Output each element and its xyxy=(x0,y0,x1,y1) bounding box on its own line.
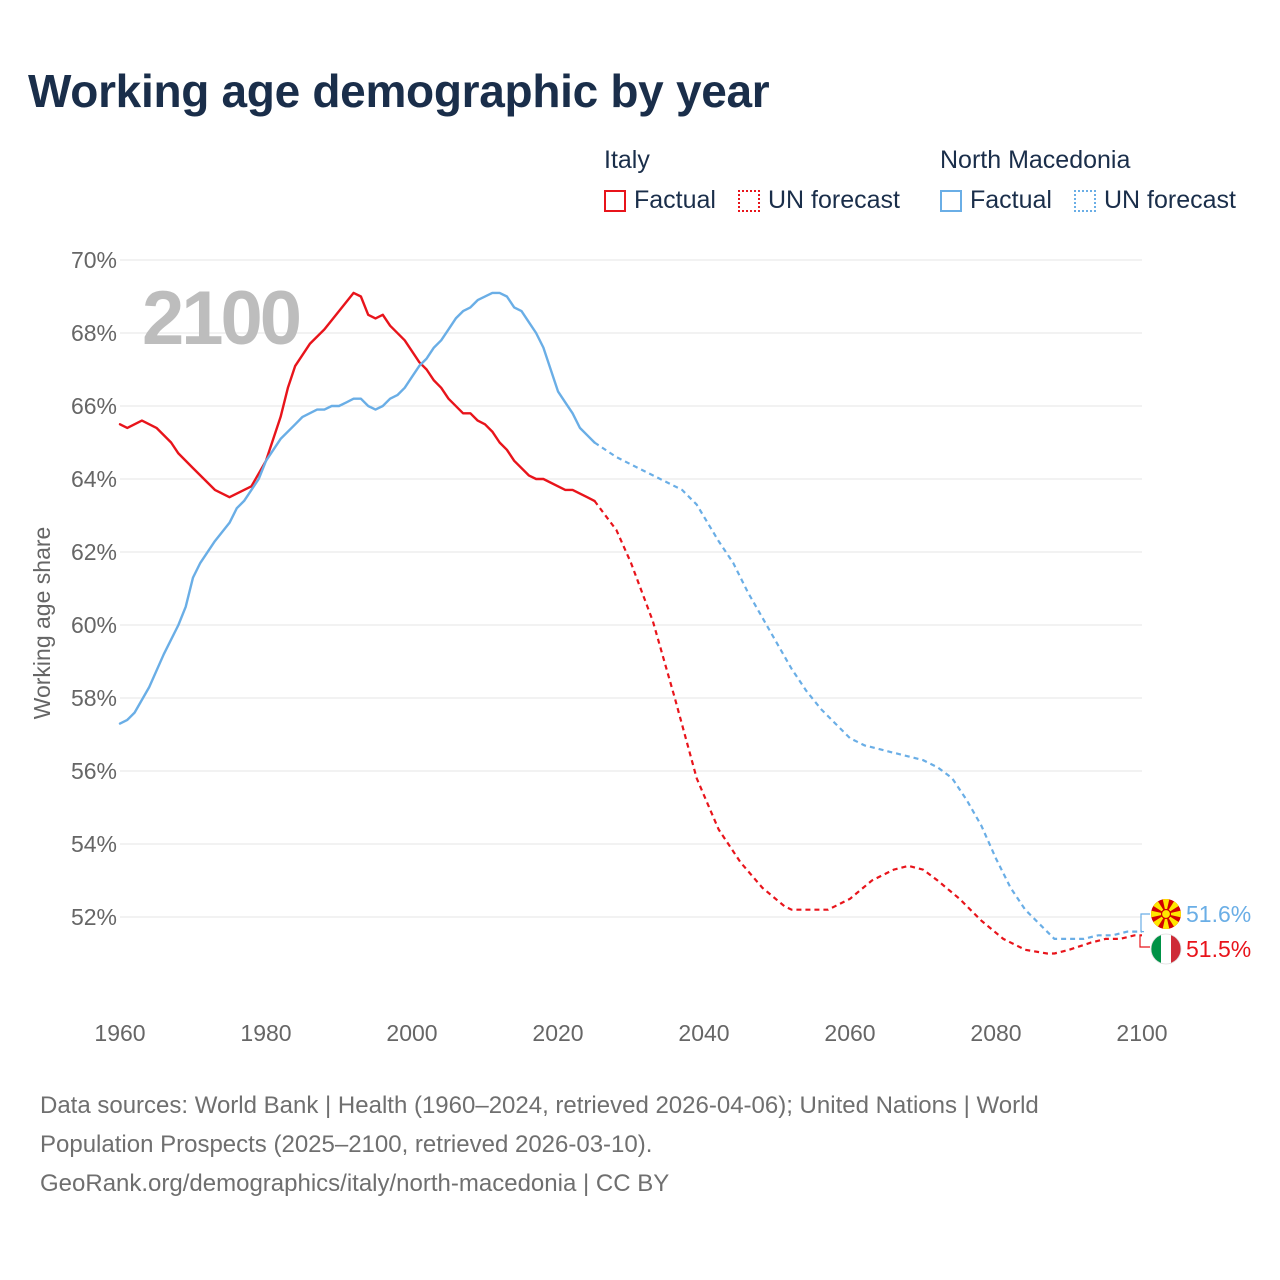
legend-group-italy: Italy xyxy=(604,146,650,174)
y-tick-label: 52% xyxy=(71,904,117,930)
north-macedonia-flag-icon xyxy=(1151,899,1181,929)
x-tick-label: 2020 xyxy=(532,1020,583,1046)
series-line-north-macedonia-factual xyxy=(118,291,596,725)
italy-flag-icon xyxy=(1150,933,1182,965)
x-tick-label: 2060 xyxy=(824,1020,875,1046)
y-tick-label: 66% xyxy=(71,393,117,419)
y-tick-label: 54% xyxy=(71,831,117,857)
legend-label-north-macedonia-factual: Factual xyxy=(970,186,1052,214)
line-chart: 52% 54% 56% 58% 60% 62% 64% 66% 68% 70% 1960 1980 20… xyxy=(29,247,1251,1046)
legend-label-italy-forecast: UN forecast xyxy=(768,186,900,214)
y-tick-label: 70% xyxy=(71,247,117,273)
x-tick-label: 2000 xyxy=(386,1020,437,1046)
footer-link[interactable]: GeoRank.org/demographics/italy/north-mac… xyxy=(40,1170,670,1197)
legend-swatch-north-macedonia-forecast xyxy=(1074,189,1096,212)
y-tick-label: 62% xyxy=(71,539,117,565)
y-tick-label: 64% xyxy=(71,466,117,492)
y-tick-label: 68% xyxy=(71,320,117,346)
legend-label-north-macedonia-forecast: UN forecast xyxy=(1104,186,1236,214)
series-line-north-macedonia-forecast xyxy=(593,441,1142,940)
legend-italy-forecast[interactable]: UN forecast xyxy=(738,186,900,215)
y-tick-label: 60% xyxy=(71,612,117,638)
footer-sources-line1: Data sources: World Bank | Health (1960–… xyxy=(40,1092,1039,1119)
y-tick-label: 58% xyxy=(71,685,117,711)
footer: Data sources: World Bank | Health (1960–… xyxy=(40,1086,1240,1203)
connector-italy xyxy=(1139,935,1150,948)
x-tick-label: 1960 xyxy=(94,1020,145,1046)
x-tick-label: 1980 xyxy=(240,1020,291,1046)
legend-swatch-italy-factual xyxy=(604,189,626,212)
y-tick-label: 56% xyxy=(71,758,117,784)
connector-north-macedonia xyxy=(1140,913,1150,933)
legend-north-macedonia-factual[interactable]: Factual xyxy=(940,186,1052,215)
series-line-italy-forecast xyxy=(593,500,1142,955)
legend-group-north-macedonia: North Macedonia xyxy=(940,146,1131,174)
legend-italy-factual[interactable]: Factual xyxy=(604,186,716,215)
footer-sources-line2: Population Prospects (2025–2100, retriev… xyxy=(40,1131,653,1158)
series-line-italy-factual xyxy=(118,291,596,503)
x-tick-label: 2100 xyxy=(1116,1020,1167,1046)
legend-north-macedonia-forecast[interactable]: UN forecast xyxy=(1074,186,1236,215)
y-axis-label: Working age share xyxy=(29,527,55,720)
x-tick-label: 2080 xyxy=(970,1020,1021,1046)
end-label-north-macedonia: 51.6% xyxy=(1186,901,1251,927)
legend-label-italy-factual: Factual xyxy=(634,186,716,214)
legend-swatch-italy-forecast xyxy=(738,189,760,212)
end-label-italy: 51.5% xyxy=(1186,936,1251,962)
legend-swatch-north-macedonia-factual xyxy=(940,189,962,212)
x-tick-label: 2040 xyxy=(678,1020,729,1046)
chart-title: Working age demographic by year xyxy=(28,65,770,117)
year-watermark: 2100 xyxy=(142,276,300,361)
